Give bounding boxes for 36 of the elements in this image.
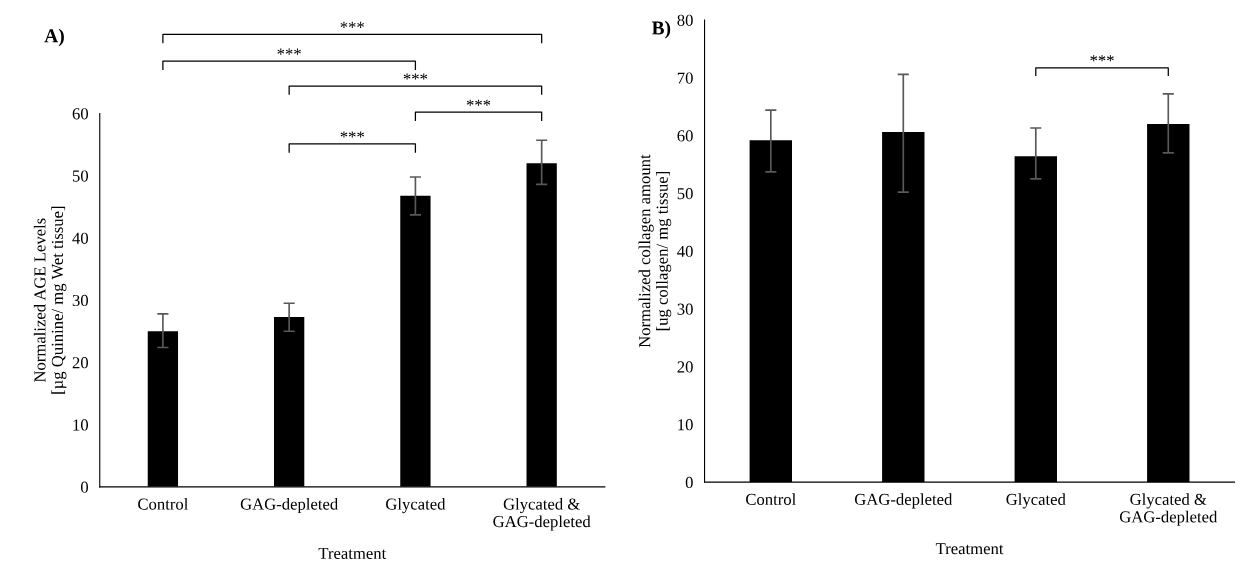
x-tick-label: Glycated & GAG-depleted	[493, 497, 591, 531]
y-tick-label: 30	[72, 294, 89, 307]
x-tick-label: Glycated	[386, 497, 446, 514]
x-axis-title: Treatment	[318, 547, 387, 559]
y-tick-label: 70	[677, 72, 693, 84]
text: ***	[277, 48, 301, 55]
x-axis-title: Treatment	[935, 543, 1004, 555]
text: ***	[403, 73, 428, 80]
chart-title: A)	[44, 28, 64, 47]
x-tick-label: Glycated & GAG-depleted	[1119, 493, 1218, 526]
y-tick-label: 60	[72, 108, 89, 120]
y-tick-label: 0	[80, 481, 89, 493]
x-tick-label: GAG-depleted	[854, 493, 953, 509]
x-tick-label: Glycated	[1006, 493, 1066, 509]
y-tick-label: 10	[678, 419, 693, 431]
y-tick-label: 60	[677, 130, 693, 142]
y-tick-label: 30	[677, 303, 693, 315]
text: ***	[466, 99, 491, 106]
chart-title: B)	[651, 20, 671, 39]
y-tick-label: 0	[685, 476, 693, 489]
y-axis-title: Normalized AGE Levels [µg Quinine/ mg Wet tissue]	[33, 206, 67, 394]
y-tick-label: 80	[677, 14, 693, 26]
y-tick-label: 10	[73, 419, 89, 431]
y-tick-label: 50	[72, 170, 89, 182]
x-tick-label: Control	[138, 497, 189, 510]
y-axis-title: Normalized collagen amount [ug collagen/ mg tissue]	[638, 154, 672, 348]
x-tick-label: Control	[746, 493, 796, 505]
annotation: ***	[1090, 55, 1114, 62]
y-tick-label: 50	[677, 188, 693, 200]
y-tick-label: 20	[72, 357, 89, 369]
text: ***	[340, 21, 364, 28]
x-tick-label: GAG-depleted	[240, 497, 338, 514]
y-tick-label: 20	[677, 361, 693, 373]
y-tick-label: 40	[677, 245, 693, 258]
annotation: ***	[340, 131, 364, 138]
y-tick-label: 40	[72, 232, 89, 244]
